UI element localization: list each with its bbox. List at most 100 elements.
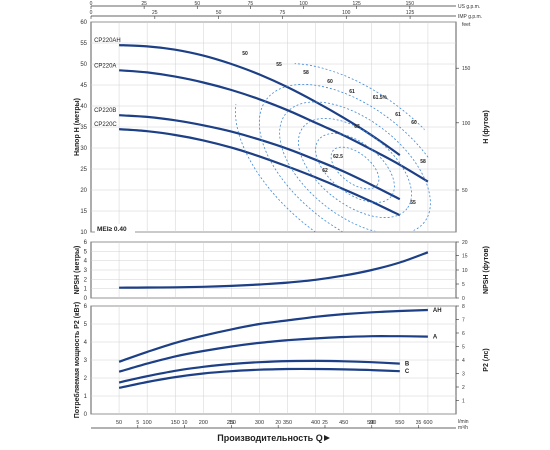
npsh-y-axis-label-right: NPSH (футов) [483, 246, 490, 294]
efficiency-contour [279, 101, 431, 232]
efficiency-label: 55 [410, 200, 416, 206]
npsh-y-tick-label: 3 [84, 268, 88, 274]
bottom-tick-label-m3h: 5 [136, 420, 139, 426]
mei-box [95, 224, 135, 233]
bottom-tick-label-lmin: 600 [423, 420, 432, 426]
bottom-tick-label-m3h: 35 [416, 420, 422, 426]
bottom-tick-label-lmin: 250 [227, 420, 236, 426]
bottom-tick-label-lmin: 450 [339, 420, 348, 426]
head-series-label: CP220AH [94, 38, 121, 44]
head-y-tick-label: 15 [80, 209, 87, 215]
bottom-tick-label-m3h: 30 [369, 420, 375, 426]
unit-usgpm-label: US g.p.m. [458, 4, 480, 10]
top-tick-label-impgpm: 125 [406, 10, 415, 16]
npsh-y-tick-label: 1 [84, 287, 88, 293]
power-y-tick-label: 2 [84, 376, 88, 382]
head-series-label: CP220B [94, 108, 116, 114]
head-series-label: CP220C [94, 122, 117, 128]
power-curve-b [118, 359, 400, 384]
power-y-tick-label: 4 [84, 340, 88, 346]
efficiency-label: 55 [276, 62, 282, 68]
unit-lmin-label: l/min [458, 419, 469, 425]
npsh-right-tick-label: 10 [462, 268, 468, 274]
unit-m3h-label: m³/h [458, 425, 468, 431]
head-y-axis-label: Напор H (метры) [74, 98, 81, 156]
head-y-tick-label: 40 [80, 104, 87, 110]
efficiency-label: 62.5 [333, 154, 343, 160]
efficiency-contour [298, 118, 412, 218]
head-y-tick-label: 10 [80, 230, 87, 236]
top-tick-label-usgpm: 0 [90, 1, 93, 7]
head-right-tick-label: 150 [462, 66, 471, 72]
head-y-tick-label: 45 [80, 83, 87, 89]
top-tick-label-usgpm: 150 [406, 1, 415, 7]
head-y-tick-label: 50 [80, 62, 87, 68]
power-right-tick-label: 2 [462, 385, 465, 391]
power-curve-ah [118, 308, 428, 363]
efficiency-contour [330, 146, 380, 190]
power-series-label: B [405, 362, 410, 368]
top-tick-label-usgpm: 25 [141, 1, 147, 7]
top-tick-label-impgpm: 0 [90, 10, 93, 16]
npsh-y-axis-label: NPSH (метры) [74, 246, 81, 295]
npsh-y-tick-label: 5 [84, 249, 88, 255]
mei-label: MEI≥ 0.40 [97, 226, 127, 233]
power-y-tick-label: 6 [84, 304, 88, 310]
power-y-tick-label: 3 [84, 358, 88, 364]
head-right-tick-label: 100 [462, 121, 471, 127]
top-flow-axis: 0 25 50 75 100 125 150 US g.p.m.0 25 50 75 100 125IM… [90, 1, 482, 20]
power-y-axis-label-right: P2 (лс) [483, 348, 490, 371]
power-right-tick-label: 8 [462, 304, 465, 310]
power-right-tick-label: 7 [462, 318, 465, 324]
power-series-label: AH [433, 308, 442, 314]
top-tick-label-impgpm: 75 [280, 10, 286, 16]
efficiency-label: 61 [395, 112, 401, 118]
bottom-tick-label-lmin: 150 [171, 420, 180, 426]
head-y-tick-label: 55 [80, 41, 87, 47]
power-right-tick-label: 3 [462, 372, 465, 378]
top-tick-label-usgpm: 125 [353, 1, 362, 7]
power-curve-c [118, 367, 400, 389]
head-curve-cp220ah [119, 44, 401, 156]
head-curve-cp220b [119, 114, 401, 201]
npsh-curve [119, 251, 429, 289]
bottom-tick-label-lmin: 550 [395, 420, 404, 426]
efficiency-label: 60 [327, 79, 333, 85]
head-curve-cp220c [119, 128, 401, 217]
power-right-tick-label: 6 [462, 331, 465, 337]
npsh-y-tick-label: 4 [84, 259, 88, 265]
npsh-y-tick-label: 0 [84, 296, 88, 302]
npsh-right-tick-label: 20 [462, 240, 468, 246]
bottom-tick-label-lmin: 100 [143, 420, 152, 426]
npsh-y-tick-label: 2 [84, 277, 88, 283]
power-right-tick-label: 1 [462, 399, 465, 405]
head-y-axis-label-right: H (футов) [483, 110, 490, 144]
top-tick-label-impgpm: 25 [152, 10, 158, 16]
bottom-tick-label-m3h: 25 [322, 420, 328, 426]
power-series-label: A [433, 335, 438, 341]
power-y-axis-label: Потребляемая мощность P2 (кВт) [73, 302, 81, 418]
npsh-right-tick-label: 0 [462, 296, 465, 302]
feet-unit-label: feet [462, 22, 471, 28]
efficiency-label: 63 [354, 124, 360, 130]
bottom-tick-label-lmin: 50 [116, 420, 122, 426]
efficiency-label: 60 [411, 120, 417, 126]
efficiency-contour [258, 83, 440, 232]
x-axis-arrow-icon [324, 435, 330, 441]
head-curve-cp220a [119, 69, 429, 183]
power-series-label: C [405, 369, 410, 375]
npsh-panel: 0 1 2 3 4 5 6 0 5 10 15 20 NPSH (метры) NPSH (футов) [74, 240, 490, 302]
bottom-tick-label-m3h: 10 [182, 420, 188, 426]
npsh-right-tick-label: 5 [462, 282, 465, 288]
power-right-tick-label: 4 [462, 358, 465, 364]
head-series-label: CP220A [94, 63, 116, 69]
top-tick-label-usgpm: 100 [299, 1, 308, 7]
head-y-tick-label: 35 [80, 125, 87, 131]
efficiency-label: 50 [242, 51, 248, 57]
power-panel: 0 1 2 3 4 5 6 1 2 3 4 5 6 7 8 Потребляемая мощность P2 … [73, 302, 490, 418]
efficiency-label: 58 [420, 159, 426, 165]
top-tick-label-usgpm: 75 [248, 1, 254, 7]
power-right-tick-label: 5 [462, 345, 465, 351]
x-axis-label: Производительность Q [217, 433, 322, 443]
